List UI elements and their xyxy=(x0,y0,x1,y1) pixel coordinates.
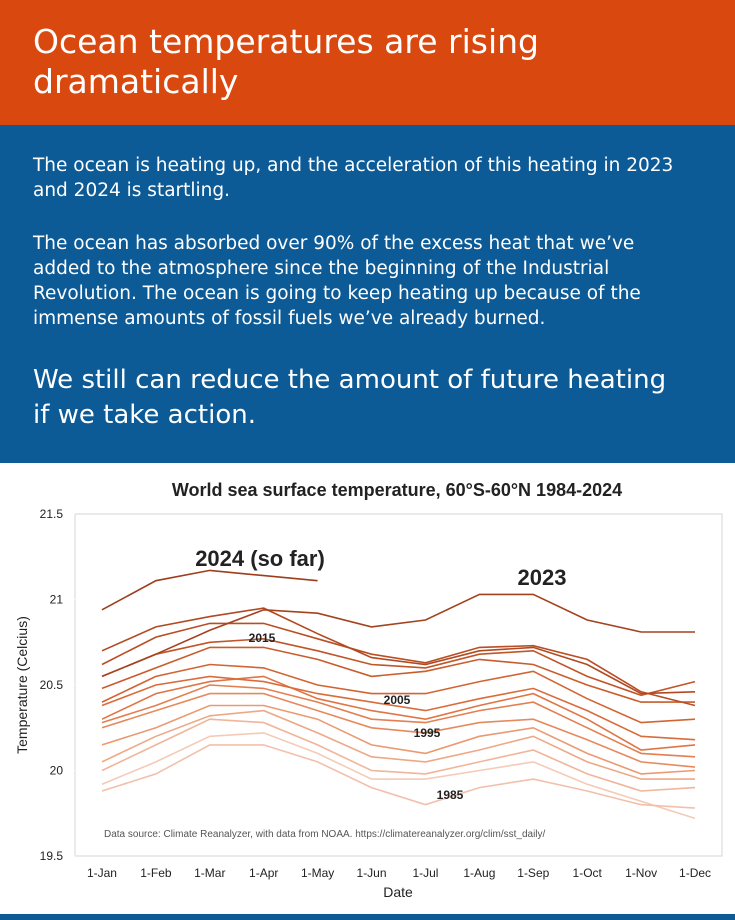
x-tick-label: 1-Jun xyxy=(357,866,387,880)
x-tick-label: 1-Sep xyxy=(517,866,549,880)
y-tick-label: 21.5 xyxy=(40,507,64,521)
y-axis-label: Temperature (Celcius) xyxy=(14,616,30,754)
x-tick-label: 1-Apr xyxy=(249,866,278,880)
series-line xyxy=(101,593,695,678)
y-tick-label: 21 xyxy=(50,593,64,607)
chart-title: World sea surface temperature, 60°S-60°N… xyxy=(172,480,622,500)
series-line xyxy=(101,637,696,697)
series-line xyxy=(101,718,696,792)
source-note: Data source: Climate Reanalyzer, with da… xyxy=(104,829,546,840)
series-line xyxy=(101,732,696,820)
series-label: 2024 (so far) xyxy=(195,546,325,571)
series-line xyxy=(101,675,696,741)
x-tick-label: 1-Jul xyxy=(412,866,438,880)
x-tick-label: 1-Dec xyxy=(679,866,711,880)
series-line xyxy=(101,709,695,780)
series-line xyxy=(101,607,696,695)
footer-bar xyxy=(0,914,735,920)
y-tick-label: 20 xyxy=(50,764,64,778)
y-tick-label: 20.5 xyxy=(40,678,64,692)
series-line xyxy=(101,704,696,775)
x-tick-label: 1-Mar xyxy=(194,866,225,880)
x-tick-label: 1-May xyxy=(301,866,334,880)
series-label: 1985 xyxy=(437,788,464,802)
series-line xyxy=(101,569,318,611)
x-tick-label: 1-Aug xyxy=(463,866,495,880)
series-line xyxy=(101,622,696,707)
paragraph: The ocean has absorbed over 90% of the e… xyxy=(33,233,641,329)
x-tick-label: 1-Feb xyxy=(140,866,172,880)
x-tick-label: 1-Nov xyxy=(625,866,657,880)
series-line xyxy=(101,692,696,768)
page-title: Ocean temperatures are rising dramatical… xyxy=(33,22,539,101)
x-axis-label: Date xyxy=(383,884,413,900)
chart: World sea surface temperature, 60°S-60°N… xyxy=(14,480,723,900)
series-line xyxy=(101,684,696,758)
series-line xyxy=(101,663,696,724)
x-tick-label: 1-Oct xyxy=(573,866,603,880)
series-line xyxy=(101,675,696,751)
series-label: 2023 xyxy=(518,565,567,590)
series-label: 2005 xyxy=(384,693,411,707)
callout: We still can reduce the amount of future… xyxy=(33,365,667,430)
series-label: 1995 xyxy=(414,726,441,740)
header: Ocean temperatures are rising dramatical… xyxy=(0,0,735,125)
series-label: 2015 xyxy=(249,631,276,645)
series-line xyxy=(101,646,695,703)
intro: The ocean is heating up, and the acceler… xyxy=(0,125,735,463)
paragraph: The ocean is heating up, and the acceler… xyxy=(33,155,674,201)
x-tick-label: 1-Jan xyxy=(87,866,117,880)
y-tick-label: 19.5 xyxy=(40,849,64,863)
series-line xyxy=(101,744,696,809)
